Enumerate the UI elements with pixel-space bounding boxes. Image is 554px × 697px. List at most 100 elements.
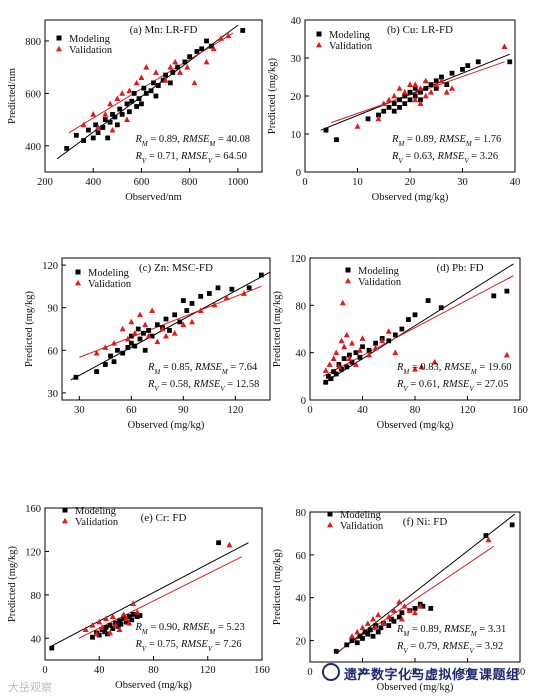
y-axis-label: Predicted (mg/kg) (267, 57, 278, 134)
stats-text: R (135, 639, 143, 650)
point-modeling (449, 70, 455, 76)
y-tick-label: 120 (290, 254, 306, 265)
point-modeling (412, 86, 418, 91)
point-validation (82, 626, 89, 632)
point-validation (203, 58, 210, 65)
point-modeling (460, 67, 465, 72)
point-modeling (143, 90, 149, 96)
point-validation (93, 630, 100, 637)
point-modeling (365, 631, 371, 637)
point-validation (343, 331, 350, 338)
point-modeling (131, 90, 137, 96)
stats-text: = 27.05 (474, 379, 509, 390)
y-axis-label: Predicted/nm (7, 68, 18, 124)
stats-text: RMSE (438, 134, 466, 145)
point-validation (503, 351, 510, 358)
point-modeling (141, 85, 147, 91)
x-tick-label: 0 (302, 177, 307, 188)
point-modeling (391, 101, 397, 106)
watermark-left: 大岳观察 (8, 681, 52, 694)
point-validation (102, 344, 109, 350)
point-validation (380, 100, 387, 106)
point-modeling (117, 618, 122, 624)
point-validation (152, 69, 159, 75)
point-modeling (344, 364, 350, 370)
point-validation (119, 90, 126, 96)
point-validation (391, 607, 397, 613)
point-modeling (135, 326, 141, 332)
x-tick-label: 0 (307, 667, 312, 678)
y-axis-label: Predicted (mg/kg) (7, 545, 18, 622)
point-modeling (357, 633, 363, 639)
point-validation (339, 299, 346, 306)
point-validation (396, 85, 403, 91)
point-validation (119, 325, 126, 332)
point-modeling (96, 632, 102, 638)
point-modeling (215, 285, 221, 291)
point-modeling (334, 137, 339, 143)
point-validation (418, 363, 425, 370)
point-modeling (163, 316, 169, 322)
point-modeling (124, 101, 130, 107)
point-validation (422, 77, 429, 84)
legend-label: Modeling (69, 34, 111, 45)
stats-text: RMSE (182, 622, 210, 633)
point-modeling (407, 89, 413, 95)
point-validation (326, 361, 333, 367)
point-validation (354, 123, 361, 129)
x-tick-label: 40 (410, 667, 421, 678)
point-modeling (128, 340, 134, 346)
point-validation (184, 63, 191, 70)
stats-text: RMSE (443, 624, 471, 635)
point-modeling (129, 98, 135, 104)
stats-line: RV = 0.63, RMSEV = 3.26 (391, 151, 498, 165)
stats-text: R (391, 151, 399, 162)
point-modeling (110, 111, 115, 117)
y-tick-label: 20 (291, 92, 302, 103)
y-tick-label: 120 (25, 547, 41, 558)
point-modeling (118, 621, 124, 627)
x-tick-label: 800 (182, 177, 198, 188)
point-validation (356, 347, 363, 353)
point-validation (225, 32, 232, 39)
point-modeling (323, 127, 329, 133)
point-modeling (108, 353, 113, 359)
x-tick-label: 0 (42, 665, 47, 676)
stats-text: R (147, 362, 155, 373)
stats-line: RM = 0.90, RMSEM = 5.23 (135, 622, 245, 636)
y-tick-label: 40 (296, 349, 307, 360)
point-modeling (362, 629, 368, 635)
point-validation (128, 318, 135, 325)
point-validation (189, 318, 195, 325)
point-modeling (365, 116, 371, 122)
point-validation (126, 87, 133, 94)
point-validation (143, 63, 150, 70)
stats-subscript: V (469, 647, 474, 655)
point-modeling (137, 613, 143, 618)
point-modeling (125, 345, 131, 350)
point-modeling (129, 617, 135, 623)
point-modeling (333, 371, 339, 377)
stats-line: RV = 0.58, RMSEV = 12.58 (147, 379, 259, 393)
legend-marker-validation (316, 41, 322, 48)
stats-line: RM = 0.89, RMSEM = 40.08 (135, 134, 251, 148)
point-modeling (194, 49, 200, 54)
legend-label: Validation (75, 517, 119, 528)
stats-line: RM = 0.89, RMSEM = 3.31 (396, 624, 506, 638)
stats-subscript: M (141, 140, 149, 148)
point-validation (90, 111, 97, 117)
point-modeling (198, 293, 204, 299)
point-modeling (240, 28, 246, 33)
point-validation (354, 628, 361, 635)
plot-frame (61, 257, 271, 401)
stats-line: RM = 0.89, RMSEM = 1.76 (391, 134, 501, 148)
y-axis-label: Predicted (mg/kg) (272, 290, 283, 367)
point-modeling (375, 629, 381, 635)
point-modeling (103, 625, 109, 630)
point-validation (333, 349, 340, 356)
point-validation (379, 337, 386, 344)
fit-line-validation (78, 556, 242, 639)
point-validation (372, 624, 379, 631)
point-modeling (333, 648, 339, 654)
y-tick-label: 80 (296, 508, 307, 519)
